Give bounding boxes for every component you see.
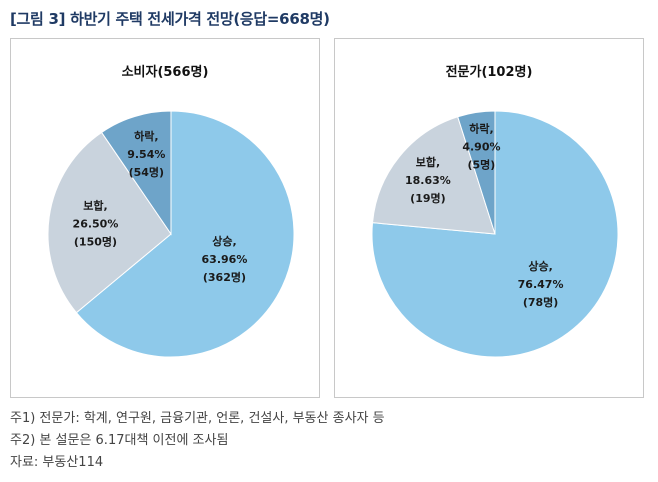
expert-label-fall-count: (5명) bbox=[467, 157, 495, 171]
footnotes: 주1) 전문가: 학계, 연구원, 금융기관, 언론, 건설사, 부동산 종사자… bbox=[10, 408, 385, 474]
consumer-label-rise-name: 상승, bbox=[212, 234, 236, 248]
consumer-label-fall-count: (54명) bbox=[129, 165, 164, 179]
consumer-slice-rise bbox=[75, 110, 295, 358]
expert-label-rise-name: 상승, bbox=[528, 259, 552, 273]
expert-label-fall-percent: 4.90% bbox=[462, 140, 500, 153]
consumer-slice-same bbox=[47, 131, 172, 314]
consumer-label-rise-percent: 63.96% bbox=[202, 253, 248, 266]
consumer-pie-chart: 상승, 63.96% (362명) 보합, 26.50% (150명) 하락, 9.54% (5… bbox=[47, 110, 295, 358]
expert-slice-same bbox=[371, 116, 496, 235]
expert-label-rise-percent: 76.47% bbox=[518, 278, 564, 291]
source-note: 자료: 부동산114 bbox=[10, 455, 104, 470]
expert-label-same-name: 보합, bbox=[416, 155, 440, 169]
consumer-label-fall-percent: 9.54% bbox=[127, 148, 165, 161]
expert-pie-chart: 상승, 76.47% (78명) 보합, 18.63% (19명) 하락, 4.90% (5명) bbox=[371, 110, 619, 358]
expert-label-rise-count: (78명) bbox=[523, 295, 558, 309]
consumer-label-same-percent: 26.50% bbox=[73, 217, 119, 230]
consumer-slice-fall bbox=[100, 110, 172, 236]
consumer-label-same-name: 보합, bbox=[83, 198, 107, 212]
consumer-label-rise-count: (362명) bbox=[203, 270, 246, 284]
expert-pie-title: 전문가(102명) bbox=[445, 65, 533, 80]
expert-label-same-percent: 18.63% bbox=[405, 174, 451, 187]
expert-label-same-count: (19명) bbox=[410, 191, 445, 205]
consumer-label-fall-name: 하락, bbox=[134, 129, 158, 143]
consumer-label-same-count: (150명) bbox=[74, 234, 117, 248]
figure-title: [그림 3] 하반기 주택 전세가격 전망(응답=668명) bbox=[10, 10, 330, 28]
expert-pie-panel: 전문가(102명) 상승, 76.47% (78명) 보합, 18.63% (19명) 하락… bbox=[334, 38, 644, 398]
expert-slice-fall bbox=[457, 110, 496, 235]
footnote-1: 주1) 전문가: 학계, 연구원, 금융기관, 언론, 건설사, 부동산 종사자… bbox=[10, 411, 385, 426]
consumer-pie-title: 소비자(566명) bbox=[121, 65, 209, 80]
footnote-2: 주2) 본 설문은 6.17대책 이전에 조사됨 bbox=[10, 433, 229, 448]
expert-label-fall-name: 하락, bbox=[469, 121, 493, 135]
consumer-pie-panel: 소비자(566명) 상승, 63.96% (362명) 보합, 26.50% (150명)… bbox=[10, 38, 320, 398]
